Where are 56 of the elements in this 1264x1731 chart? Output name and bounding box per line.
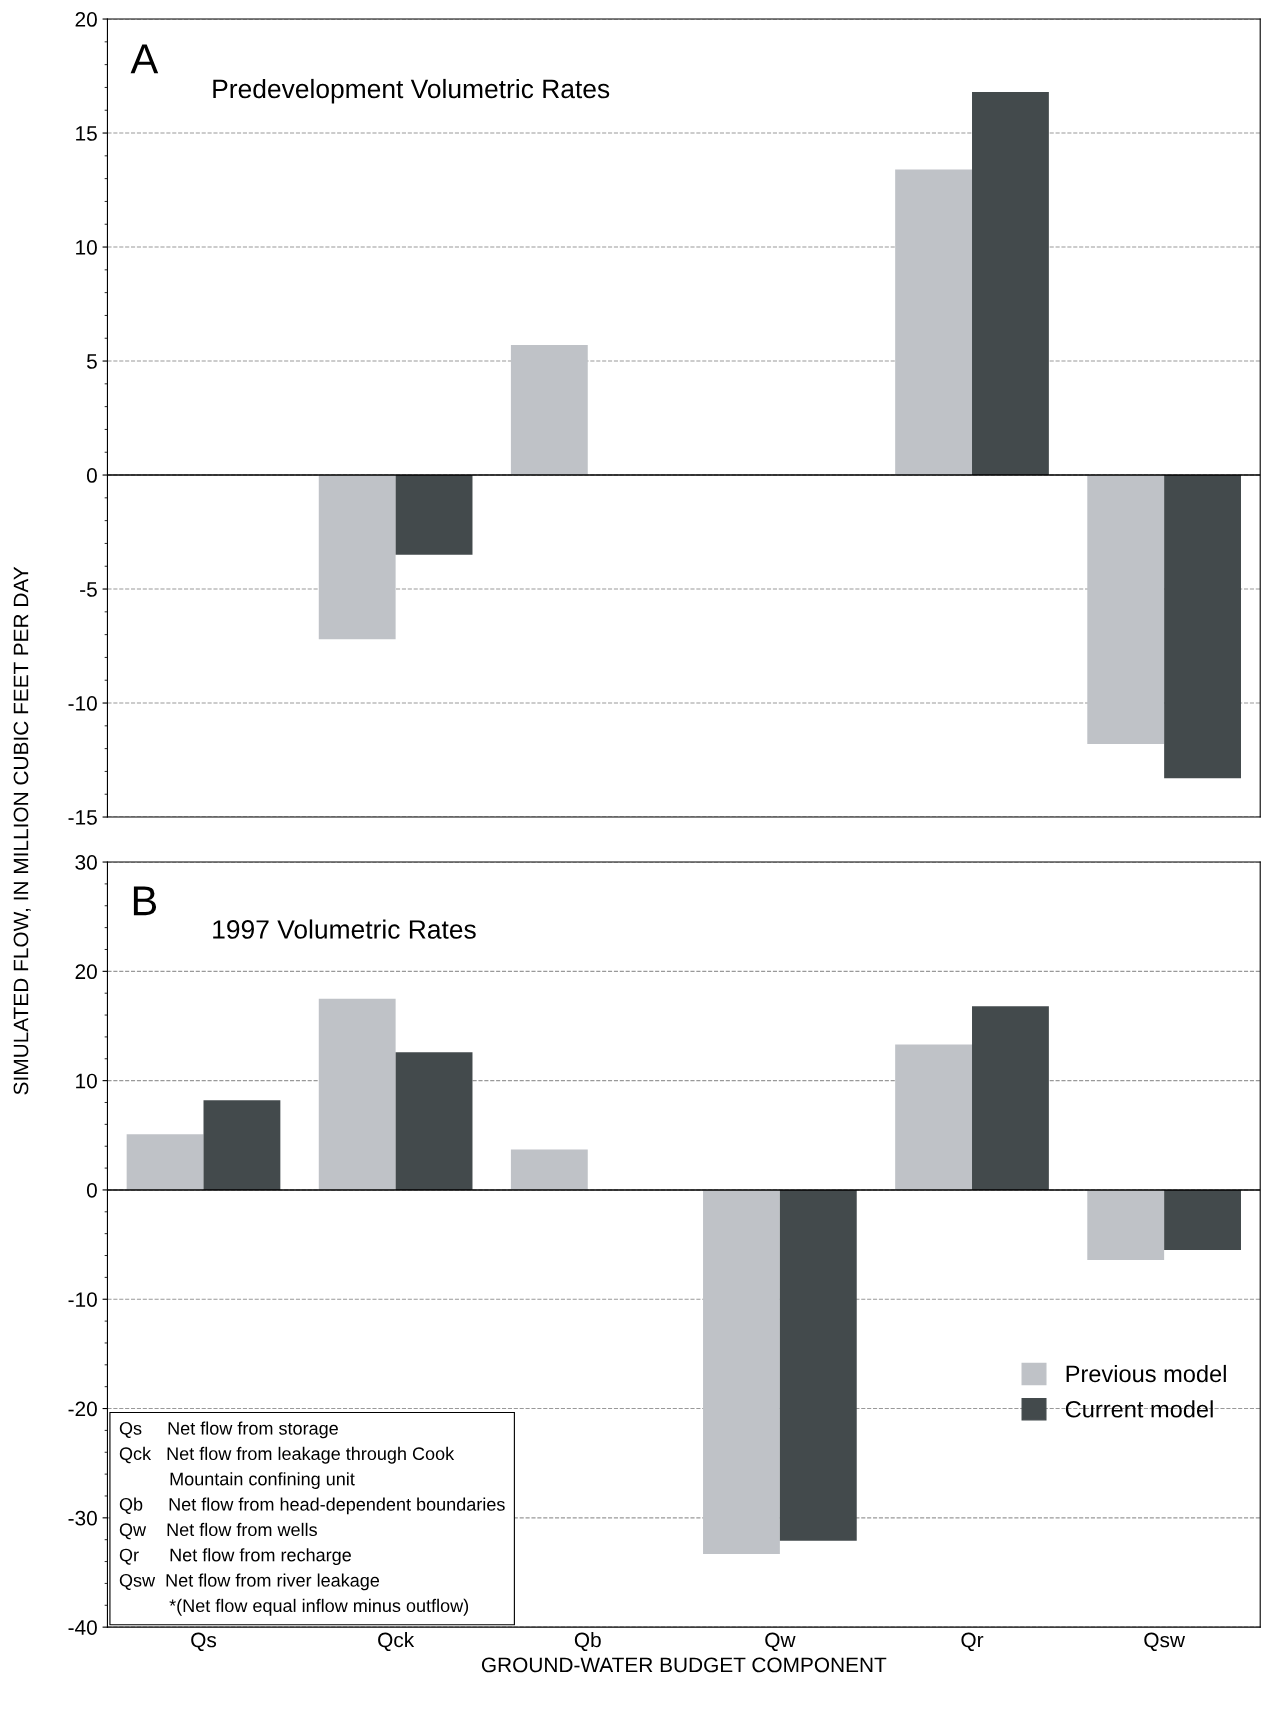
annotation: Qck Net flow from leakage through Cook [119, 1446, 455, 1464]
bar [1164, 475, 1241, 779]
y-tick-label: 10 [76, 1073, 97, 1089]
bar [895, 169, 973, 476]
bar [895, 1044, 973, 1190]
y-tick-label: -30 [68, 1510, 97, 1526]
x-tick-label: Qr [961, 1632, 984, 1652]
annotation: Qsw Net flow from river leakage [119, 1573, 380, 1591]
y-tick-label: -5 [80, 582, 97, 597]
y-tick-label: 20 [75, 12, 97, 27]
y-tick-label: -40 [68, 1620, 97, 1635]
bar [972, 92, 1049, 476]
y-tick-label: -10 [68, 696, 97, 711]
annotation: Qb Net flow from head-dependent boundaries [119, 1497, 505, 1515]
text: 1997 Volumetric Rates [213, 919, 476, 939]
legend-label: Current model [1065, 1400, 1213, 1418]
y-axis-title: SIMULATED FLOW, IN MILLION CUBIC FEET PER DAY [13, 566, 31, 1095]
y-tick-label: 15 [76, 126, 97, 141]
x-tick-label: Qs [191, 1632, 217, 1652]
annotation: Qr Net flow from recharge [119, 1548, 351, 1565]
annotation: Qw Net flow from wells [119, 1522, 317, 1540]
y-tick-label: -10 [68, 1292, 97, 1307]
bar [972, 1006, 1049, 1190]
bar [510, 345, 588, 476]
annotation: Qs Net flow from storage [119, 1421, 338, 1439]
bar [779, 1189, 857, 1541]
x-tick-label: Qsw [1144, 1632, 1186, 1652]
bar [510, 1149, 588, 1190]
y-tick-label: 10 [76, 240, 97, 255]
x-axis-title: GROUND-WATER BUDGET COMPONENT [481, 1657, 887, 1673]
x-tick-label: Qw [765, 1632, 796, 1652]
y-tick-label: 20 [75, 964, 97, 980]
bar [318, 475, 396, 640]
bar [1087, 1189, 1165, 1260]
bar [395, 1052, 473, 1190]
x-tick-label: Qck [378, 1632, 415, 1652]
legend-label: Previous model [1066, 1364, 1226, 1383]
bar [1087, 475, 1165, 745]
bar [126, 1134, 204, 1190]
y-tick-label: 0 [86, 1182, 97, 1198]
chart-title: B [133, 886, 157, 916]
bar [1164, 1189, 1241, 1251]
annotation: Mountain confining unit [170, 1472, 355, 1489]
y-tick-label: 30 [75, 855, 97, 870]
annotation: *(Net flow equal inflow minus outflow) [169, 1598, 469, 1616]
x-tick-label: Qb [574, 1632, 601, 1652]
y-tick-label: 5 [86, 354, 97, 369]
text: Predevelopment Volumetric Rates [213, 78, 610, 104]
y-tick-label: 0 [86, 468, 97, 483]
y-tick-label: -20 [68, 1401, 97, 1417]
bar [318, 998, 396, 1190]
bar [703, 1189, 780, 1554]
chart-title: A [130, 44, 159, 74]
bar [203, 1100, 281, 1190]
y-tick-label: -15 [68, 810, 97, 825]
bar [395, 475, 473, 555]
